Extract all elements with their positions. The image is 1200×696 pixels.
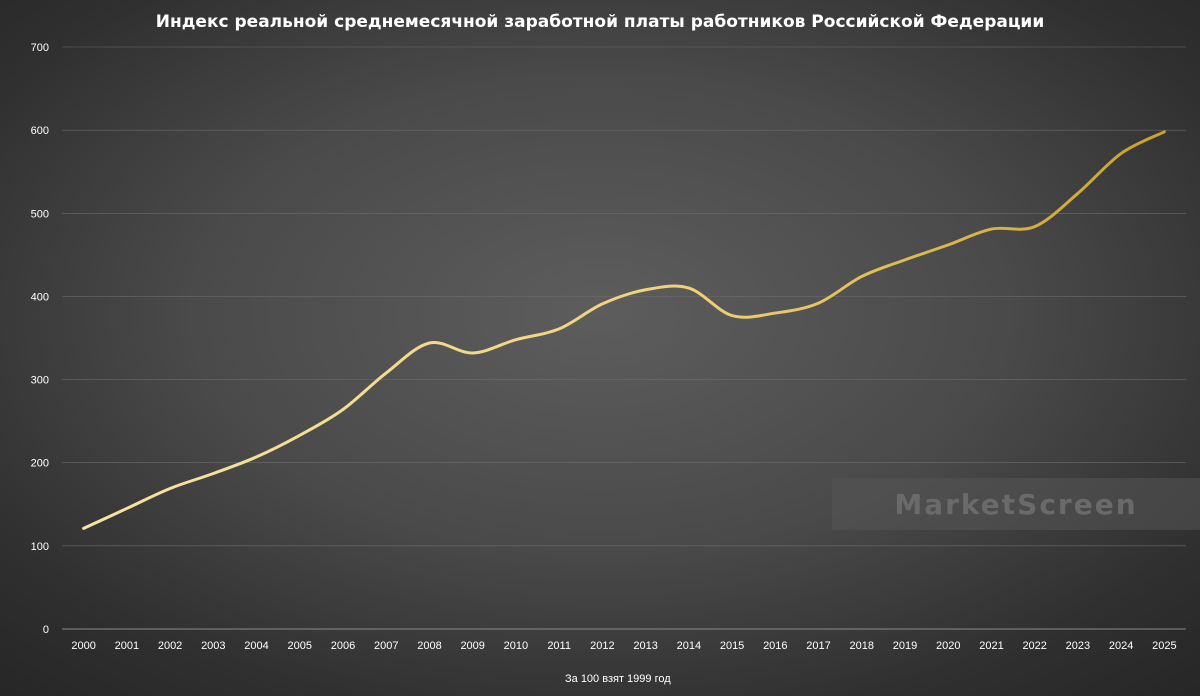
- data-point-2025[interactable]: [1160, 128, 1168, 136]
- data-point-2012[interactable]: [598, 300, 606, 308]
- x-tick-label: 2019: [893, 640, 917, 652]
- data-point-2008[interactable]: [425, 339, 433, 347]
- data-point-2000[interactable]: [80, 524, 88, 532]
- x-tick-label: 2006: [331, 640, 355, 652]
- x-tick-label: 2023: [1066, 640, 1090, 652]
- x-tick-label: 2022: [1022, 640, 1046, 652]
- data-point-2021[interactable]: [987, 225, 995, 233]
- x-tick-label: 2011: [547, 640, 571, 652]
- data-point-2002[interactable]: [166, 484, 174, 492]
- x-tick-label: 2017: [806, 640, 830, 652]
- x-tick-label: 2020: [936, 640, 960, 652]
- watermark-box: [832, 478, 1200, 530]
- x-tick-label: 2009: [460, 640, 484, 652]
- x-tick-label: 2016: [763, 640, 787, 652]
- data-point-2022[interactable]: [1031, 223, 1039, 231]
- data-point-2019[interactable]: [901, 256, 909, 264]
- x-tick-label: 2000: [71, 640, 95, 652]
- x-tick-label: 2005: [288, 640, 312, 652]
- watermark-text: MarketScreen: [894, 488, 1137, 521]
- data-point-2009[interactable]: [469, 349, 477, 357]
- y-tick-label: 0: [43, 624, 49, 636]
- x-tick-label: 2010: [504, 640, 528, 652]
- data-point-2017[interactable]: [815, 299, 823, 307]
- data-point-2004[interactable]: [253, 453, 261, 461]
- chart-title: Индекс реальной среднемесячной заработно…: [156, 12, 1045, 32]
- x-tick-label: 2007: [374, 640, 398, 652]
- data-point-2023[interactable]: [1074, 189, 1082, 197]
- x-tick-label: 2014: [677, 640, 701, 652]
- data-point-2014[interactable]: [685, 284, 693, 292]
- series-line: [82, 130, 1166, 530]
- x-tick-label: 2012: [590, 640, 614, 652]
- data-point-2005[interactable]: [296, 431, 304, 439]
- x-tick-label: 2025: [1152, 640, 1176, 652]
- data-point-2013[interactable]: [642, 286, 650, 294]
- data-point-2024[interactable]: [1117, 149, 1125, 157]
- y-tick-label: 300: [31, 375, 49, 387]
- data-point-2011[interactable]: [555, 325, 563, 333]
- grid-lines: [62, 46, 1186, 630]
- data-point-2001[interactable]: [123, 504, 131, 512]
- legend-label: За 100 взят 1999 год: [565, 673, 671, 685]
- y-tick-label: 200: [31, 458, 49, 470]
- x-tick-label: 2003: [201, 640, 225, 652]
- x-tick-label: 2024: [1109, 640, 1133, 652]
- data-point-2007[interactable]: [382, 369, 390, 377]
- data-points: [80, 128, 1169, 533]
- data-point-2010[interactable]: [512, 336, 520, 344]
- y-tick-label: 100: [31, 541, 49, 553]
- x-tick-label: 2004: [244, 640, 268, 652]
- y-tick-label: 600: [31, 125, 49, 137]
- data-point-2016[interactable]: [771, 309, 779, 317]
- series-layer: [82, 130, 1166, 530]
- x-tick-label: 2021: [979, 640, 1003, 652]
- x-axis-tick-labels: 2000 2001 2002 2003 2004 2005 2006 2007 2008 2009…: [71, 640, 1176, 652]
- data-point-2018[interactable]: [858, 272, 866, 280]
- x-tick-label: 2013: [633, 640, 657, 652]
- data-point-2006[interactable]: [339, 406, 347, 414]
- data-point-2015[interactable]: [728, 312, 736, 320]
- data-point-2020[interactable]: [944, 241, 952, 249]
- y-tick-label: 700: [31, 42, 49, 54]
- x-tick-label: 2018: [850, 640, 874, 652]
- legend[interactable]: За 100 взят 1999 год: [533, 673, 671, 685]
- x-tick-label: 2015: [720, 640, 744, 652]
- x-tick-label: 2001: [115, 640, 139, 652]
- y-tick-label: 500: [31, 208, 49, 220]
- y-tick-label: 400: [31, 291, 49, 303]
- x-tick-label: 2002: [158, 640, 182, 652]
- y-axis-tick-labels: 0 100 200 300 400 500 600 700: [31, 42, 49, 636]
- data-point-2003[interactable]: [209, 470, 217, 478]
- x-tick-label: 2008: [417, 640, 441, 652]
